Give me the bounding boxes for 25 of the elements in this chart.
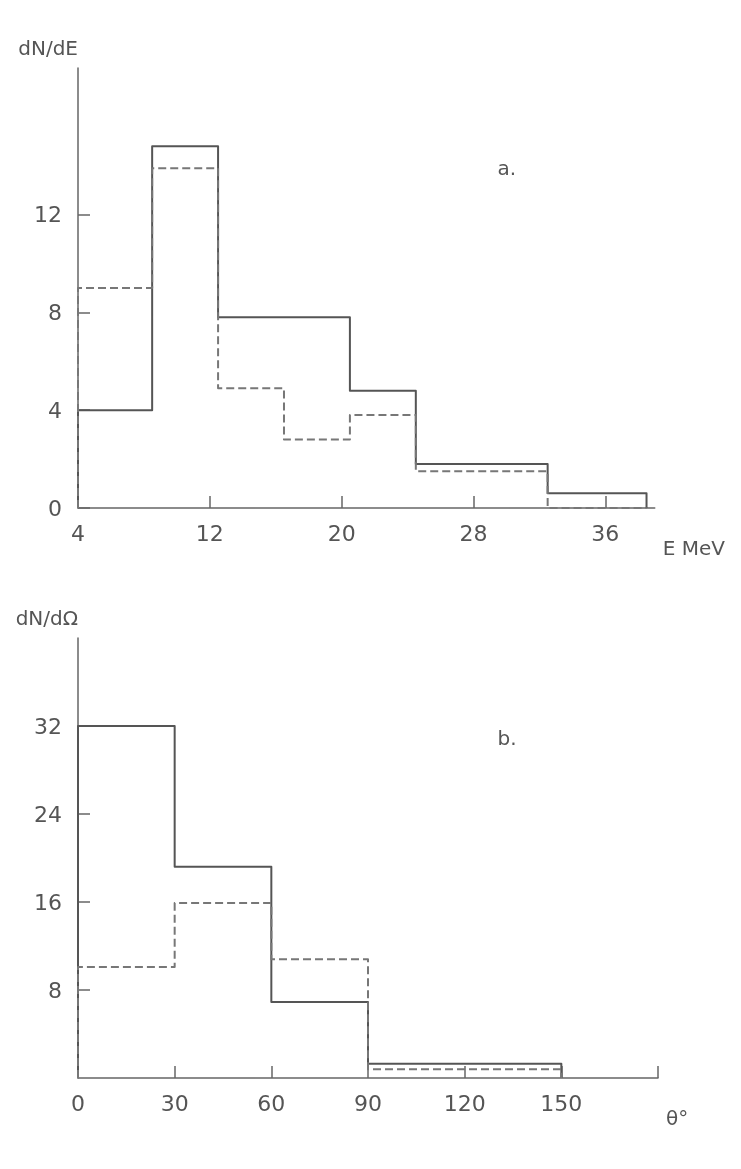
- y-tick-label: 16: [34, 889, 62, 915]
- x-tick-label: 150: [540, 1090, 583, 1116]
- x-tick-label: 60: [257, 1090, 286, 1116]
- y-axis-title: dN/dΩ: [15, 606, 78, 630]
- y-tick-label: 12: [34, 202, 62, 228]
- y-tick-label: 24: [34, 801, 62, 827]
- x-tick-label: 36: [591, 520, 620, 546]
- x-tick-label: 30: [160, 1090, 189, 1116]
- y-tick-label: 8: [48, 977, 62, 1003]
- x-axis-title: E MeV: [662, 536, 726, 560]
- x-tick-label: 4: [71, 520, 85, 546]
- y-tick-label: 4: [48, 397, 62, 423]
- annotation: b.: [497, 726, 517, 750]
- y-tick-label: 8: [48, 299, 62, 325]
- y-tick-label: 0: [48, 495, 62, 521]
- x-tick-label: 0: [71, 1090, 85, 1116]
- x-tick-label: 20: [327, 520, 356, 546]
- y-tick-label: 32: [34, 713, 62, 739]
- x-tick-label: 28: [459, 520, 488, 546]
- annotation: a.: [497, 156, 517, 180]
- x-tick-label: 90: [354, 1090, 382, 1116]
- x-tick-label: 12: [195, 520, 224, 546]
- x-tick-label: 120: [443, 1090, 486, 1116]
- y-axis-title: dN/dE: [18, 36, 78, 60]
- x-axis-title: θ°: [666, 1106, 689, 1130]
